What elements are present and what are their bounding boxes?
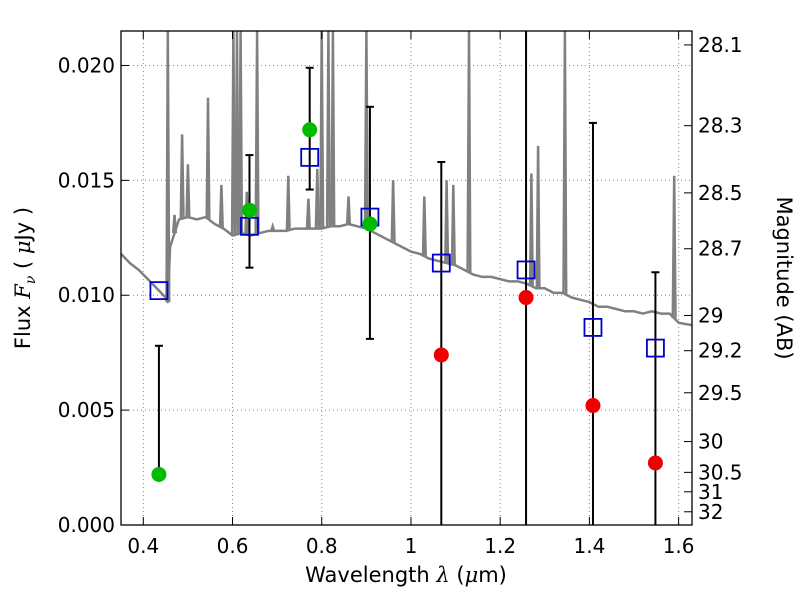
y2-tick-label: 28.7 xyxy=(698,237,743,261)
y-tick-label: 0.020 xyxy=(58,53,115,77)
y2-tick-label: 31 xyxy=(698,480,723,504)
emission-line xyxy=(390,180,396,243)
x-tick-label: 1.4 xyxy=(573,534,605,558)
y2-tick-label: 29.5 xyxy=(698,381,743,405)
emission-line xyxy=(450,184,456,265)
model-photometry-point xyxy=(300,147,320,167)
y-tick-label: 0.015 xyxy=(58,168,115,192)
emission-line xyxy=(562,31,568,295)
detection-point xyxy=(362,216,378,232)
emission-line xyxy=(237,31,244,234)
y2-tick-label: 30 xyxy=(698,430,723,454)
x-tick-label: 0.8 xyxy=(306,534,338,558)
y-tick-label: 0.000 xyxy=(58,513,115,537)
y2-tick-label: 29.2 xyxy=(698,339,743,363)
model-photometry-point xyxy=(646,338,665,358)
emission-line xyxy=(254,31,260,234)
emission-line xyxy=(165,31,171,303)
x-tick-label: 1.6 xyxy=(663,534,695,558)
emission-line xyxy=(234,31,240,235)
detection-point xyxy=(241,202,257,218)
detection-point xyxy=(302,122,318,138)
y-tick-label: 0.010 xyxy=(58,283,115,307)
emission-line xyxy=(230,31,237,236)
model-photometry-point xyxy=(240,216,259,236)
emission-line xyxy=(179,134,185,219)
y2-axis-title: Magnitude (AB) xyxy=(772,196,796,359)
emission-line xyxy=(171,214,178,234)
emission-line xyxy=(421,196,427,257)
model-photometry-point xyxy=(516,260,536,280)
emission-line xyxy=(270,221,276,232)
upper-limit-point xyxy=(585,398,601,414)
emission-line xyxy=(345,196,352,225)
x-tick-label: 0.4 xyxy=(127,534,159,558)
emission-line xyxy=(185,164,191,218)
axis-ticks: 0.4 0.6 0.8 1 1.2 1.4 1.6 0.000 0.005 0.010 0.015 0… xyxy=(58,31,743,558)
emission-line xyxy=(535,145,541,289)
emission-line xyxy=(330,31,336,227)
y2-tick-label: 29 xyxy=(698,303,723,327)
emission-line xyxy=(444,180,450,264)
y2-tick-label: 32 xyxy=(698,500,723,524)
x-tick-label: 1.2 xyxy=(484,534,516,558)
upper-limit-point xyxy=(433,347,449,363)
plot-content xyxy=(121,31,692,525)
plot-frame xyxy=(120,30,693,526)
emission-line xyxy=(285,175,291,231)
model-photometry-point xyxy=(583,317,603,337)
emission-line xyxy=(671,175,677,319)
emission-line xyxy=(528,173,534,287)
emission-line xyxy=(244,191,250,235)
y2-tick-label: 28.3 xyxy=(698,114,743,138)
emission-line xyxy=(314,168,320,229)
x-tick-label: 1 xyxy=(405,534,418,558)
y2-tick-label: 28.5 xyxy=(698,181,743,205)
upper-limit-point xyxy=(518,290,534,306)
model-photometry-point xyxy=(149,281,169,301)
x-tick-label: 0.6 xyxy=(217,534,249,558)
upper-limit-point xyxy=(647,455,663,471)
emission-line xyxy=(205,97,211,219)
x-axis-title: Wavelength λ (μm) xyxy=(305,563,507,587)
detection-point xyxy=(151,466,167,482)
emission-line xyxy=(363,31,369,229)
y2-tick-label: 30.5 xyxy=(698,460,743,484)
emission-line xyxy=(466,31,472,273)
emission-line xyxy=(325,31,332,227)
y2-tick-label: 28.1 xyxy=(698,33,743,57)
emission-line xyxy=(218,184,224,228)
model-spectrum-line xyxy=(121,215,692,327)
y-axis-title: Flux Fν ( μJy ) xyxy=(11,207,39,349)
y-tick-label: 0.005 xyxy=(58,398,115,422)
model-photometry-point xyxy=(431,253,451,273)
emission-line xyxy=(319,31,325,229)
emission-line xyxy=(305,198,311,229)
